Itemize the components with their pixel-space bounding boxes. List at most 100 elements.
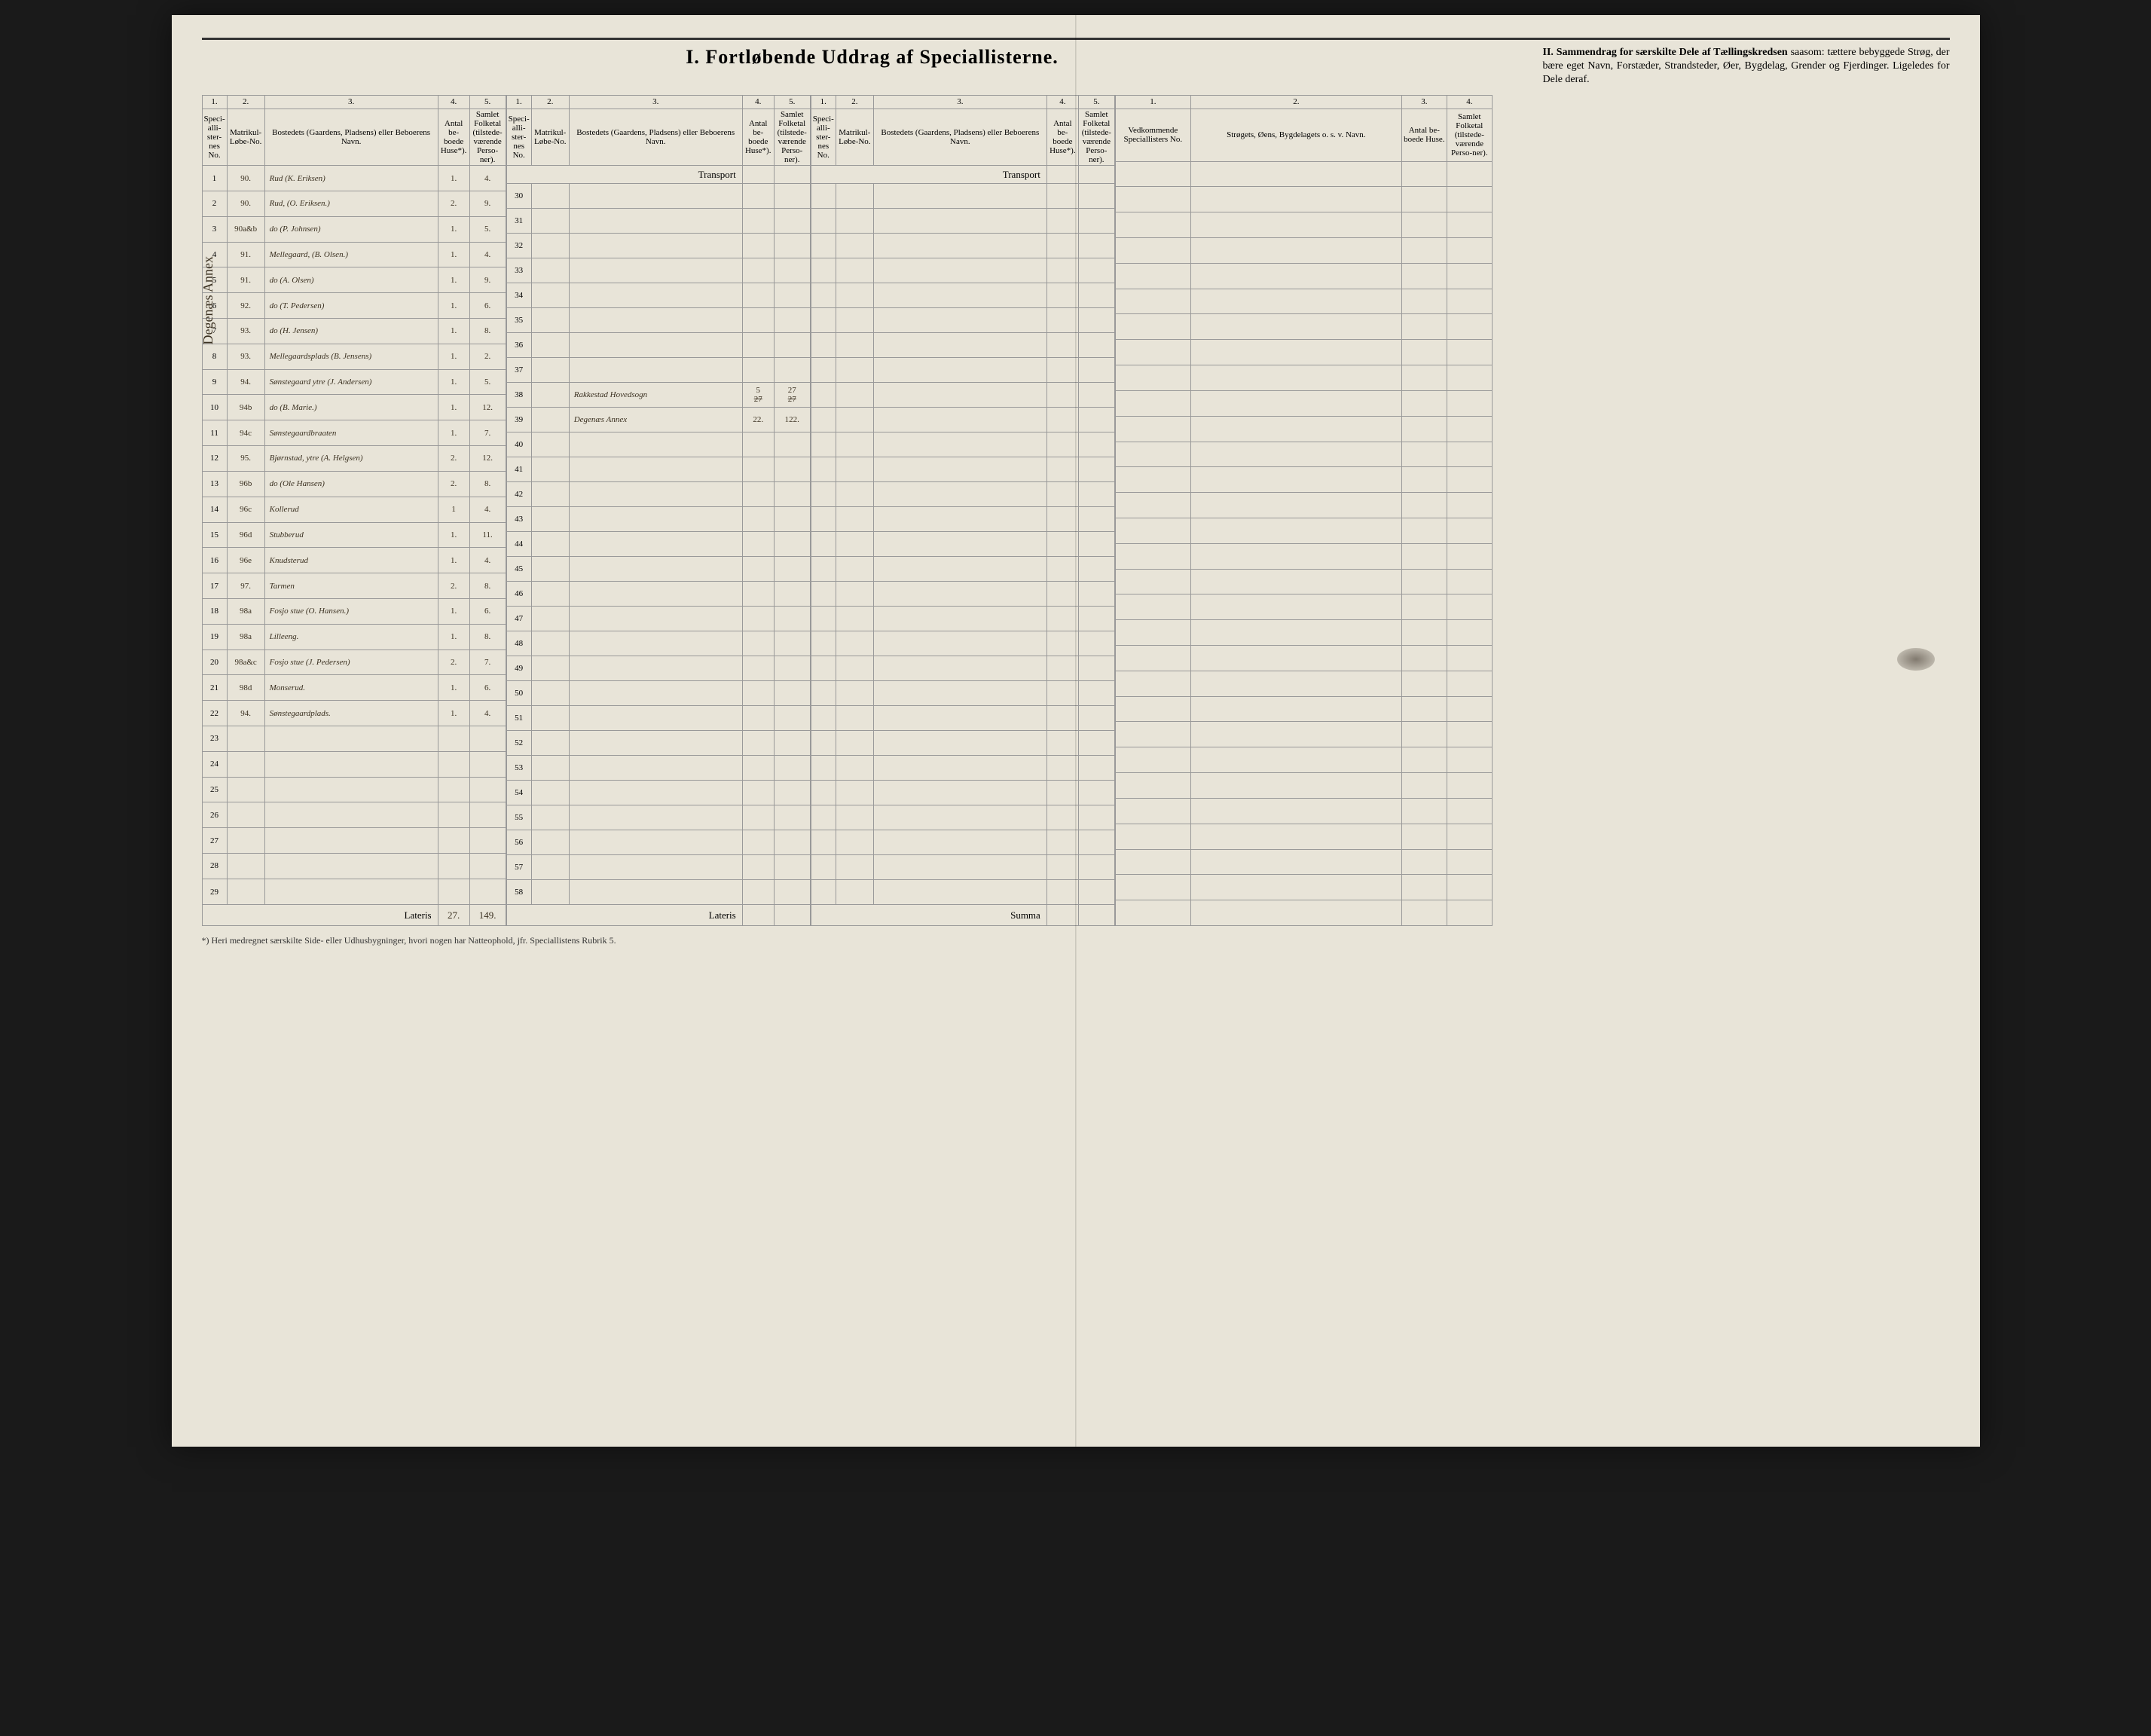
spec-no: 22 <box>202 701 227 726</box>
table-block-b: 1. 2. 3. 4. 5. Speci-alli-ster-nes No. M… <box>506 95 811 927</box>
bosted-navn <box>569 706 742 731</box>
spec-no: 28 <box>202 854 227 879</box>
antal-huse <box>742 656 774 681</box>
table-row: 35 <box>506 308 810 333</box>
table-row: 1596dStubberud1.11. <box>202 522 506 548</box>
table-row: 2294.Sønstegaardplads.1.4. <box>202 701 506 726</box>
antal-huse: 1. <box>438 369 469 395</box>
antal-huse: 1. <box>438 319 469 344</box>
table-row <box>1115 646 1492 671</box>
table-row <box>1115 238 1492 264</box>
colhdr-3: Bostedets (Gaardens, Pladsens) eller Beb… <box>873 108 1046 166</box>
matrikul-no <box>531 855 569 880</box>
antal-huse <box>438 802 469 828</box>
bosted-navn: Tarmen <box>264 573 438 599</box>
bosted-navn: Rakkestad Hovedsogn <box>569 383 742 408</box>
table-row <box>811 333 1114 358</box>
table-row <box>811 532 1114 557</box>
page-fold <box>1075 15 1077 1447</box>
table-row <box>1115 314 1492 340</box>
bosted-navn <box>264 879 438 904</box>
table-row <box>811 432 1114 457</box>
bosted-navn <box>569 830 742 855</box>
bosted-navn <box>569 482 742 507</box>
spec-no: 40 <box>506 432 531 457</box>
antal-huse <box>438 828 469 854</box>
table-row: 2098a&cFosjo stue (J. Pedersen)2.7. <box>202 649 506 675</box>
colnum: 1. <box>1115 95 1190 108</box>
table-row <box>811 830 1114 855</box>
bosted-navn: Rud, (O. Eriksen.) <box>264 191 438 216</box>
bosted-navn <box>569 333 742 358</box>
spec-no: 46 <box>506 582 531 607</box>
antal-huse <box>742 731 774 756</box>
antal-huse: 1. <box>438 344 469 369</box>
antal-huse <box>742 756 774 781</box>
matrikul-no: 93. <box>227 319 264 344</box>
folketal <box>469 854 506 879</box>
table-row: 2198dMonserud.1.6. <box>202 675 506 701</box>
table-row <box>1115 289 1492 314</box>
table-row: 1898aFosjo stue (O. Hansen.)1.6. <box>202 598 506 624</box>
antal-huse <box>742 258 774 283</box>
bosted-navn <box>569 184 742 209</box>
bosted-navn <box>569 258 742 283</box>
colnum: 4. <box>438 95 469 108</box>
table-row <box>811 457 1114 482</box>
colnum: 4. <box>742 95 774 108</box>
antal-huse <box>742 805 774 830</box>
folketal <box>469 828 506 854</box>
s2-h3: Antal be-boede Huse. <box>1401 108 1447 161</box>
bosted-navn <box>264 777 438 802</box>
table-row: 28 <box>202 854 506 879</box>
table-row <box>811 283 1114 308</box>
spec-no: 47 <box>506 607 531 631</box>
table-row <box>1115 875 1492 900</box>
table-row <box>811 482 1114 507</box>
bosted-navn: Fosjo stue (J. Pedersen) <box>264 649 438 675</box>
tbody-b: Transport 303132333435363738Rakkestad Ho… <box>506 166 810 905</box>
antal-huse <box>742 457 774 482</box>
matrikul-no <box>531 607 569 631</box>
matrikul-no <box>531 209 569 234</box>
table-row <box>1115 340 1492 365</box>
spec-no: 36 <box>506 333 531 358</box>
s2-h1: Vedkommende Speciallisters No. <box>1115 108 1190 161</box>
spec-no: 24 <box>202 751 227 777</box>
table-row: 31 <box>506 209 810 234</box>
antal-huse <box>742 532 774 557</box>
table-row: 1496cKollerud14. <box>202 497 506 522</box>
matrikul-no: 90. <box>227 166 264 191</box>
antal-huse <box>742 482 774 507</box>
table-row: 1194cSønstegaardbraaten1.7. <box>202 420 506 446</box>
matrikul-no <box>227 751 264 777</box>
folketal: 6. <box>469 598 506 624</box>
folketal <box>774 358 810 383</box>
spec-no: 56 <box>506 830 531 855</box>
folketal <box>774 830 810 855</box>
folketal: 8. <box>469 573 506 599</box>
bosted-navn <box>569 557 742 582</box>
table-row <box>811 731 1114 756</box>
folketal: 6. <box>469 293 506 319</box>
table-row <box>811 358 1114 383</box>
folketal: 2727 <box>774 383 810 408</box>
matrikul-no <box>531 333 569 358</box>
spec-no: 26 <box>202 802 227 828</box>
spec-no: 58 <box>506 880 531 905</box>
table-row: 58 <box>506 880 810 905</box>
table-row: 37 <box>506 358 810 383</box>
table-row <box>1115 442 1492 467</box>
spec-no: 16 <box>202 548 227 573</box>
bosted-navn: Kollerud <box>264 497 438 522</box>
spec-no: 48 <box>506 631 531 656</box>
table-row: 46 <box>506 582 810 607</box>
colhdr-5: Samlet Folketal (tilstede-værende Perso-… <box>469 108 506 166</box>
bosted-navn: do (T. Pedersen) <box>264 293 438 319</box>
table-row: 25 <box>202 777 506 802</box>
spec-no: 39 <box>506 408 531 432</box>
table-row: 41 <box>506 457 810 482</box>
folketal: 7. <box>469 649 506 675</box>
bosted-navn <box>569 631 742 656</box>
table-row: 49 <box>506 656 810 681</box>
